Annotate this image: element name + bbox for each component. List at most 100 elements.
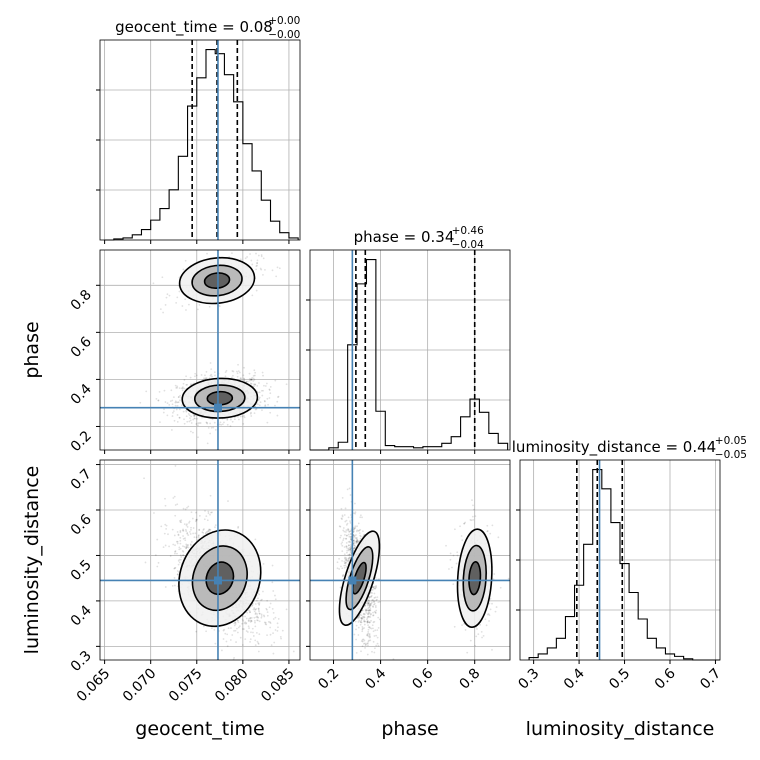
scatter-point — [231, 420, 234, 423]
scatter-point — [372, 621, 375, 624]
scatter-point — [254, 608, 256, 611]
scatter-point — [376, 596, 379, 599]
scatter-point — [260, 254, 263, 256]
scatter-point — [257, 616, 259, 619]
scatter-point — [193, 414, 196, 417]
scatter-point — [226, 423, 229, 426]
scatter-point — [192, 532, 195, 535]
scatter-point — [374, 629, 377, 632]
scatter-point — [366, 618, 368, 621]
scatter-point — [485, 624, 488, 627]
scatter-point — [227, 500, 229, 502]
scatter-point — [185, 410, 188, 413]
scatter-point — [355, 542, 358, 545]
scatter-point — [175, 401, 178, 404]
scatter-point — [368, 608, 371, 611]
scatter-point — [342, 529, 345, 532]
scatter-point — [184, 537, 186, 540]
scatter-point — [243, 379, 246, 382]
scatter-point — [258, 593, 261, 596]
scatter-point — [255, 252, 257, 255]
scatter-point — [459, 525, 461, 528]
scatter-point — [251, 627, 254, 630]
scatter-point — [272, 652, 275, 655]
scatter-point — [246, 631, 249, 633]
scatter-point — [256, 262, 258, 265]
scatter-point — [375, 584, 378, 587]
scatter-point — [349, 541, 352, 544]
scatter-point — [367, 612, 370, 614]
scatter-point — [189, 383, 192, 386]
scatter-point — [168, 294, 171, 297]
joint-content — [100, 460, 300, 660]
scatter-point — [165, 296, 168, 299]
scatter-point — [367, 602, 370, 604]
scatter-point — [250, 259, 253, 262]
scatter-point — [218, 423, 221, 426]
scatter-point — [244, 638, 247, 640]
scatter-point — [254, 383, 257, 386]
scatter-point — [370, 602, 373, 605]
scatter-point — [344, 556, 346, 559]
scatter-point — [205, 630, 208, 633]
scatter-point — [484, 618, 487, 621]
joint-content — [310, 460, 510, 660]
scatter-point — [168, 403, 171, 406]
scatter-point — [342, 575, 344, 578]
scatter-point — [346, 534, 348, 537]
scatter-point — [349, 551, 352, 553]
scatter-point — [250, 620, 253, 622]
scatter-point — [181, 550, 184, 552]
scatter-point — [285, 383, 288, 386]
scatter-point — [361, 609, 364, 612]
scatter-point — [342, 527, 345, 529]
scatter-point — [372, 606, 375, 608]
scatter-point — [225, 369, 228, 372]
scatter-point — [201, 531, 204, 534]
scatter-point — [210, 511, 212, 514]
scatter-point — [476, 628, 478, 630]
scatter-point — [255, 289, 258, 292]
scatter-point — [267, 620, 270, 623]
scatter-point — [373, 603, 375, 606]
scatter-point — [358, 616, 361, 619]
scatter-point — [156, 565, 159, 568]
scatter-point — [197, 436, 199, 439]
scatter-point — [256, 619, 258, 622]
scatter-point — [258, 404, 261, 407]
scatter-point — [198, 422, 201, 424]
scatter-point — [376, 642, 379, 645]
scatter-point — [361, 615, 364, 618]
scatter-point — [285, 608, 288, 611]
scatter-point — [497, 536, 500, 539]
scatter-point — [348, 553, 351, 556]
scatter-point — [369, 607, 372, 610]
scatter-point — [155, 398, 158, 400]
scatter-point — [486, 524, 489, 527]
scatter-point — [185, 545, 188, 548]
scatter-point — [214, 374, 216, 377]
scatter-point — [181, 386, 184, 389]
scatter-point — [233, 630, 235, 632]
scatter-point — [209, 513, 211, 516]
scatter-point — [182, 529, 185, 532]
scatter-point — [366, 633, 369, 636]
scatter-point — [262, 257, 265, 260]
scatter-point — [281, 629, 284, 632]
scatter-point — [262, 562, 265, 565]
scatter-point — [230, 376, 233, 379]
scatter-point — [347, 557, 350, 560]
scatter-point — [278, 267, 281, 270]
scatter-point — [191, 517, 194, 520]
scatter-point — [264, 400, 266, 403]
scatter-point — [263, 615, 266, 618]
scatter-point — [252, 635, 255, 637]
scatter-point — [377, 601, 380, 604]
truth-marker — [213, 403, 222, 412]
scatter-point — [206, 519, 209, 522]
scatter-point — [375, 644, 378, 647]
scatter-point — [340, 565, 342, 568]
scatter-point — [243, 414, 246, 417]
scatter-point — [258, 604, 261, 606]
scatter-point — [221, 423, 224, 426]
